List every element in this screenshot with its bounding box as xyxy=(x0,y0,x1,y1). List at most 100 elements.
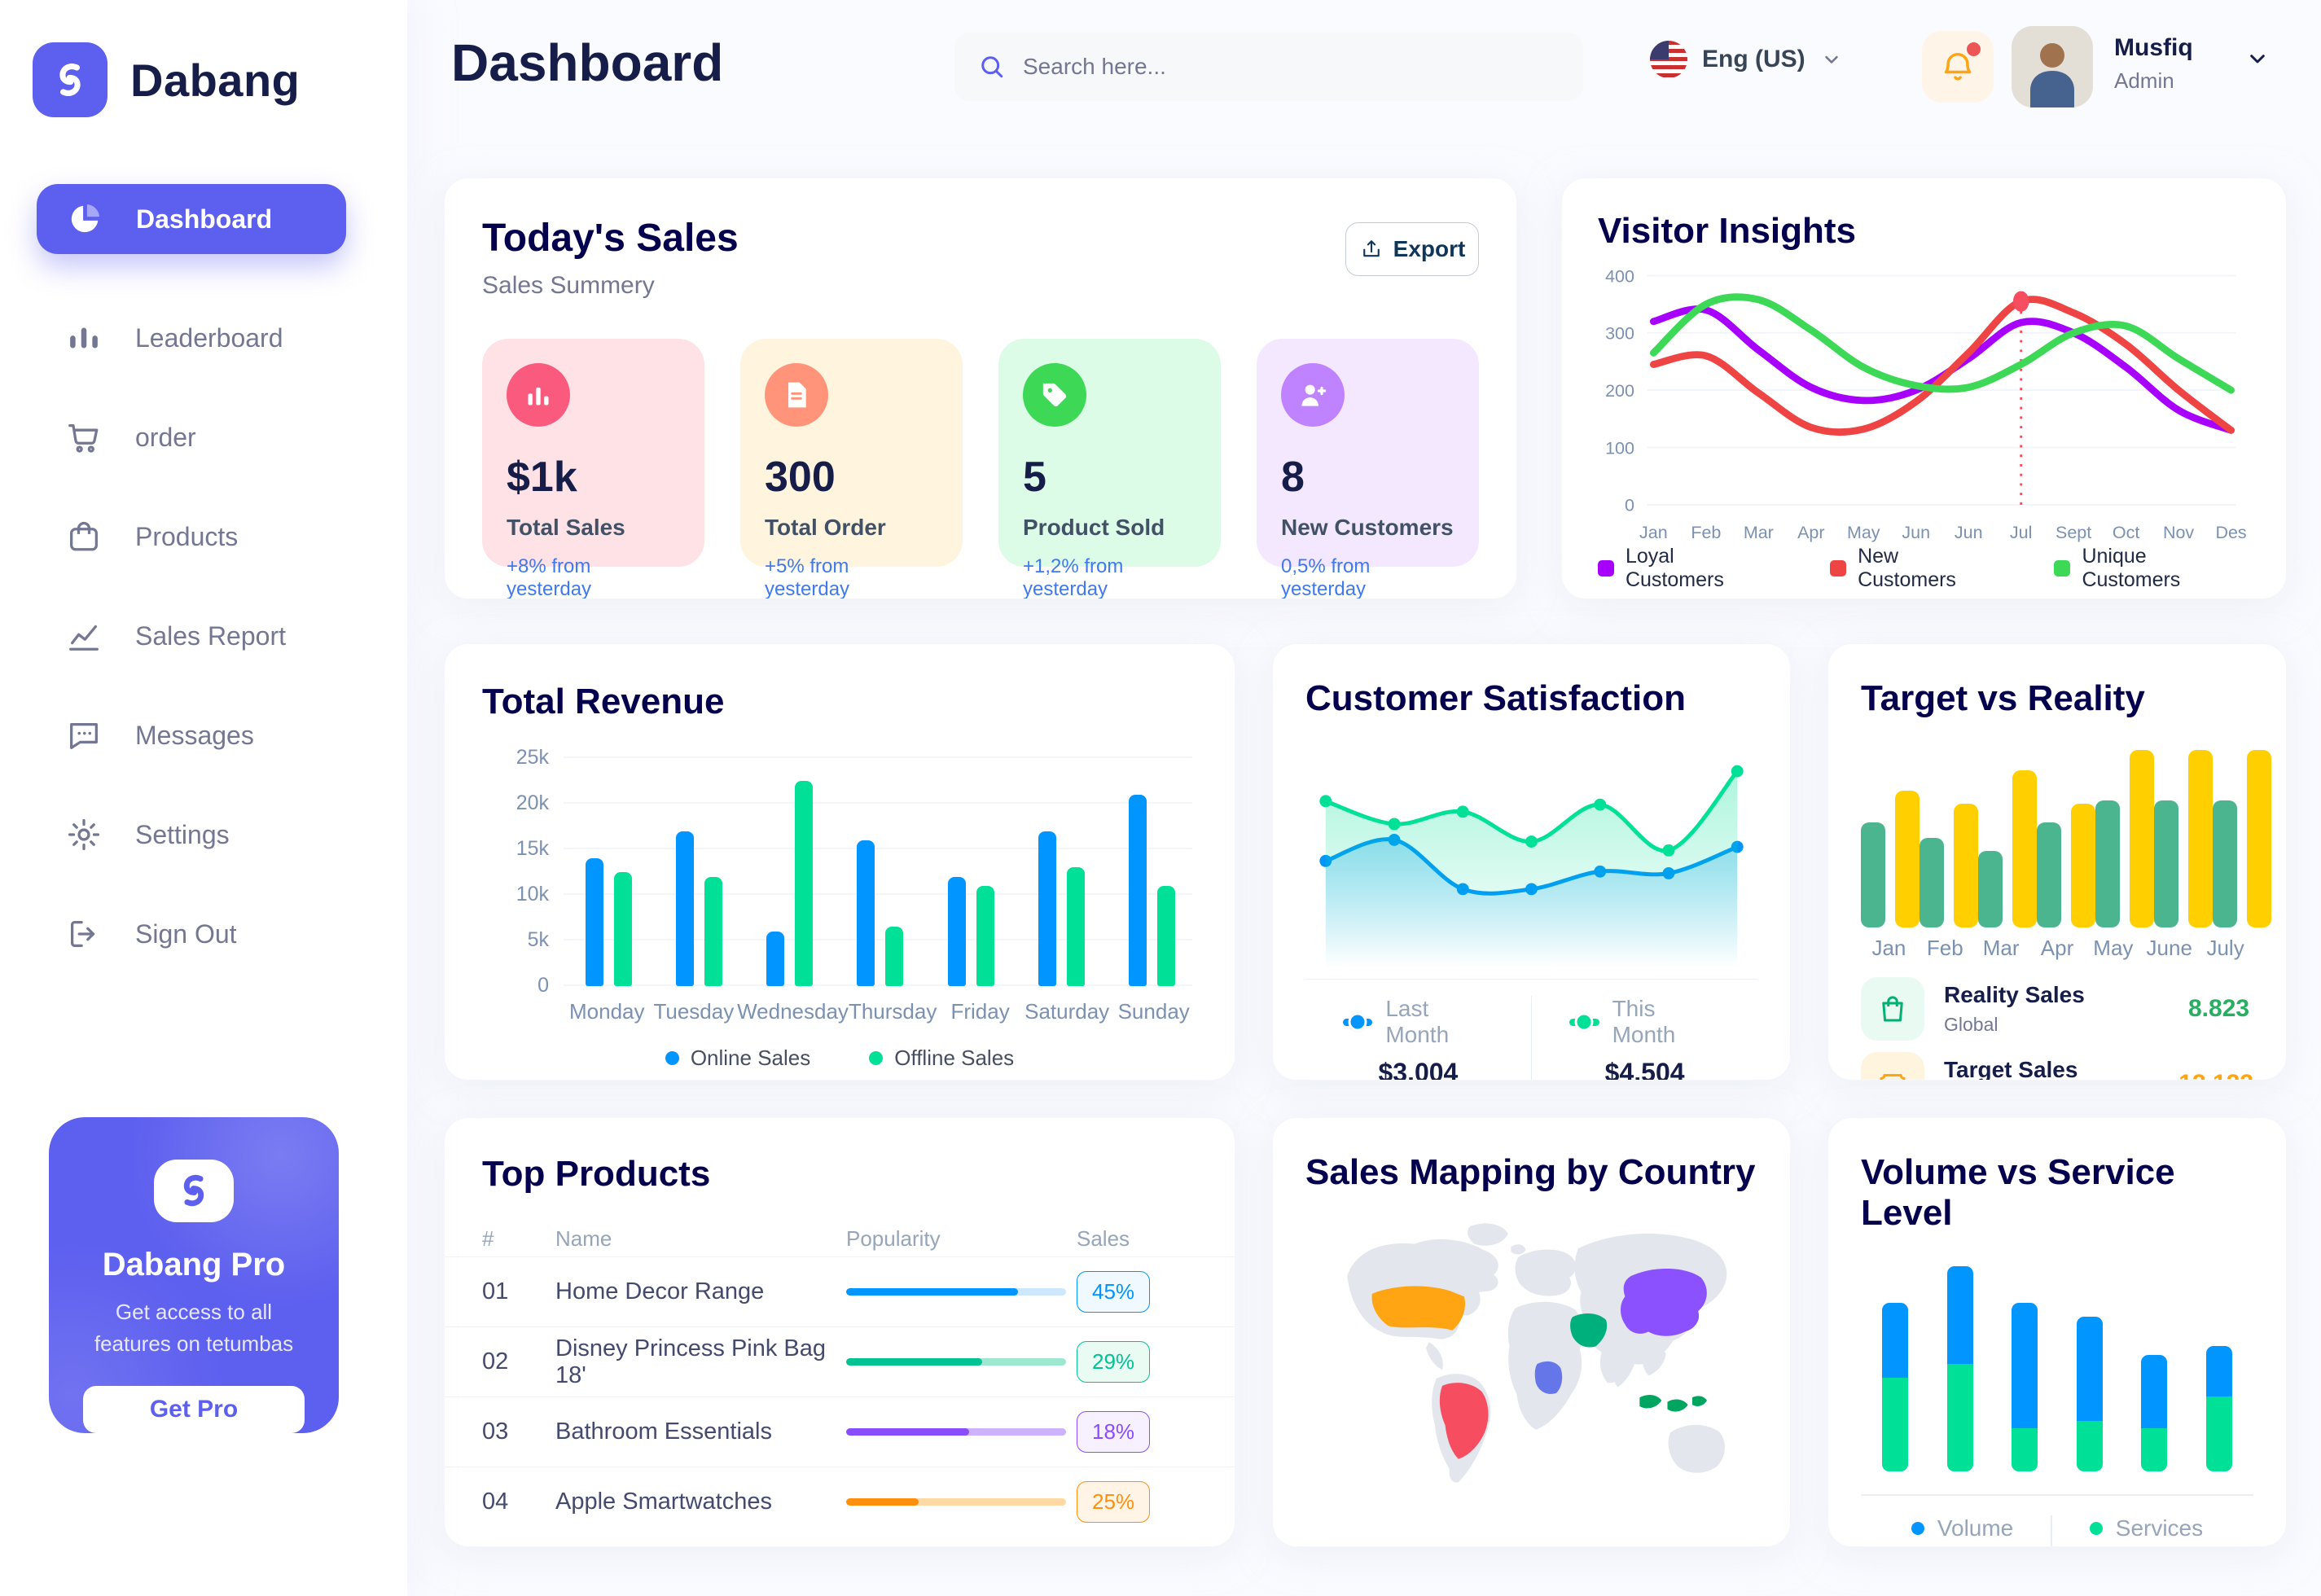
summary-value: 300 xyxy=(765,454,836,501)
get-pro-button[interactable]: Get Pro xyxy=(83,1385,305,1433)
svg-text:Sept: Sept xyxy=(2056,523,2091,542)
summary-label: Total Order xyxy=(765,515,886,540)
messages-icon xyxy=(65,717,103,754)
sidebar-item-label: order xyxy=(135,422,196,452)
country-brazil[interactable] xyxy=(1439,1383,1489,1459)
target-vs-reality-title: Target vs Reality xyxy=(1861,678,2145,718)
top-products-rows: 01 Home Decor Range 45% 02 Disney Prince… xyxy=(445,1256,1235,1537)
user-info: Musfiq Admin xyxy=(2114,34,2193,94)
sidebar-item-leaderboard[interactable]: Leaderboard xyxy=(0,288,407,388)
svg-text:Feb: Feb xyxy=(1691,523,1721,542)
visitor-insights-card: Visitor Insights 0 100 200 300 400 Jan Feb Mar A… xyxy=(1561,178,2287,599)
bar xyxy=(2012,770,2037,927)
country-dr-congo[interactable] xyxy=(1534,1361,1563,1394)
bar-group xyxy=(2154,740,2213,927)
summary-delta: +1,2% from yesterday xyxy=(1023,555,1124,599)
notification-badge xyxy=(1967,42,1981,56)
summary-value: 5 xyxy=(1023,454,1046,501)
order-file-icon xyxy=(765,363,828,427)
search-bar[interactable] xyxy=(954,33,1583,101)
customer-satisfaction-title: Customer Satisfaction xyxy=(1305,678,1686,718)
summary-card-1: 300 Total Order +5% from yesterday xyxy=(740,339,963,598)
stacked-bar xyxy=(2076,1316,2103,1471)
user-plus-icon xyxy=(1281,363,1345,427)
main-content: Dashboard Eng (US) Musfiq Admin Today's … xyxy=(407,0,2321,1596)
sidebar-item-messages[interactable]: Messages xyxy=(0,686,407,785)
search-input[interactable] xyxy=(1023,54,1560,80)
leaderboard-icon xyxy=(65,319,103,357)
bar xyxy=(2071,804,2095,927)
sales-mapping-card: Sales Mapping by Country xyxy=(1272,1117,1791,1547)
stacked-bar xyxy=(2141,1355,2168,1471)
sidebar-item-dashboard[interactable]: Dashboard xyxy=(37,184,346,254)
summary-delta: +8% from yesterday xyxy=(507,555,592,599)
product-rank: 01 xyxy=(482,1278,509,1304)
total-revenue-title: Total Revenue xyxy=(482,682,725,721)
product-rank: 03 xyxy=(482,1418,509,1445)
popularity-bar xyxy=(846,1288,1066,1296)
table-row: 04 Apple Smartwatches 25% xyxy=(445,1467,1235,1537)
summary-label: New Customers xyxy=(1281,515,1454,540)
bar-group xyxy=(1016,758,1107,986)
product-rank: 04 xyxy=(482,1489,509,1515)
sidebar-nav: Dashboard Leaderboard order Products Sal… xyxy=(0,184,407,984)
language-selector[interactable]: Eng (US) xyxy=(1650,41,1843,78)
sidebar-item-settings[interactable]: Settings xyxy=(0,785,407,884)
legend-item: Reality Sales Global 8.823 xyxy=(1861,977,2253,1041)
popularity-bar xyxy=(846,1498,1066,1506)
settings-icon xyxy=(65,816,103,853)
bar xyxy=(947,876,966,986)
tag-icon xyxy=(1023,363,1086,427)
pro-logo-icon xyxy=(154,1160,234,1222)
user-menu-chevron-icon[interactable] xyxy=(2244,46,2271,72)
bar xyxy=(1895,791,1920,927)
notifications-button[interactable] xyxy=(1922,31,1994,103)
sidebar-item-sign-out[interactable]: Sign Out xyxy=(0,884,407,984)
target-vs-reality-card: Target vs Reality Jan Feb Mar Apr May June Jul… xyxy=(1827,643,2287,1081)
summary-delta: 0,5% from yesterday xyxy=(1281,555,1371,599)
visitor-insights-legend: Loyal Customers New Customers Unique Custo… xyxy=(1598,545,2250,592)
legend-value: 12.122 xyxy=(2178,1070,2253,1080)
bell-icon xyxy=(1939,48,1977,86)
bar xyxy=(1861,822,1885,927)
bar-group xyxy=(744,758,835,986)
product-rank: 02 xyxy=(482,1348,509,1375)
volume-vs-service-chart xyxy=(1861,1252,2253,1471)
svg-text:Jun: Jun xyxy=(1955,523,1983,542)
bar xyxy=(2095,800,2120,927)
avatar[interactable] xyxy=(2012,26,2093,107)
bar xyxy=(1978,850,2003,927)
legend-item: Services 635 xyxy=(2052,1515,2240,1547)
country-saudi-arabia[interactable] xyxy=(1570,1313,1608,1348)
export-icon xyxy=(1359,237,1384,261)
legend-item: Offline Sales xyxy=(869,1046,1014,1071)
sidebar-item-label: Dashboard xyxy=(136,204,273,234)
todays-sales-title: Today's Sales xyxy=(482,217,739,260)
bar xyxy=(1128,794,1147,986)
export-button[interactable]: Export xyxy=(1345,222,1479,276)
legend-item: This Month $4,504 xyxy=(1532,996,1757,1080)
product-name: Disney Princess Pink Bag 18' xyxy=(555,1335,827,1388)
country-indonesia[interactable] xyxy=(1639,1395,1707,1412)
svg-text:0: 0 xyxy=(1625,496,1634,515)
sidebar-item-sales-report[interactable]: Sales Report xyxy=(0,586,407,686)
sidebar-item-products[interactable]: Products xyxy=(0,487,407,586)
sales-summary-cards: $1k Total Sales +8% from yesterday 300 T… xyxy=(482,339,1479,598)
summary-delta: +5% from yesterday xyxy=(765,555,850,599)
table-row: 02 Disney Princess Pink Bag 18' 29% xyxy=(445,1326,1235,1396)
sidebar-item-order[interactable]: order xyxy=(0,388,407,487)
bar-group xyxy=(1107,758,1197,986)
country-china[interactable] xyxy=(1621,1268,1707,1336)
user-role: Admin xyxy=(2114,68,2174,93)
search-icon xyxy=(977,52,1007,81)
bar-group xyxy=(926,758,1016,986)
country-united-states[interactable] xyxy=(1371,1286,1466,1331)
bar-group xyxy=(835,758,925,986)
total-revenue-categories: Monday Tuesday Wednesday Thursday Friday Satu… xyxy=(569,999,1190,1024)
bar xyxy=(885,927,904,986)
brand: Dabang xyxy=(33,42,300,117)
language-label: Eng (US) xyxy=(1702,46,1805,72)
svg-text:May: May xyxy=(1847,523,1880,542)
signout-icon xyxy=(65,915,103,953)
chevron-down-icon xyxy=(1820,48,1843,71)
